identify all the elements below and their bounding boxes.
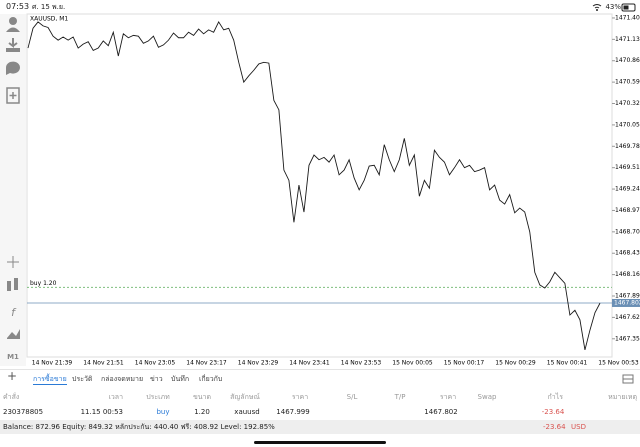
- x-tick-label: 14 Nov 23:53: [341, 360, 382, 367]
- footer-currency: USD: [571, 423, 586, 431]
- x-tick-label: 14 Nov 23:29: [238, 360, 279, 367]
- column-header hdr: หมายเหตุ: [608, 393, 637, 401]
- x-tick-label: 14 Nov 21:51: [83, 360, 124, 367]
- layout-icon[interactable]: [622, 374, 634, 384]
- y-tick-label: 1468.970: [615, 207, 640, 214]
- price-line: [27, 20, 601, 350]
- tab[interactable]: กล่องจดหมาย: [101, 375, 144, 383]
- y-tick-label: 1470.860: [615, 57, 640, 64]
- y-tick-label: 1471.130: [615, 36, 640, 43]
- sidebar-icons: f: [5, 17, 20, 339]
- account-summary: Balance: 872.96 Equity: 849.32 หลักประกั…: [3, 423, 275, 431]
- column-header hdr: เวลา: [108, 393, 123, 401]
- tab[interactable]: เกี่ยวกับ: [199, 375, 223, 383]
- y-tick-label: 1471.400: [615, 14, 640, 21]
- bid-label: 1467.802: [614, 299, 640, 306]
- y-tick-label: 1470.050: [615, 121, 640, 128]
- column-header hdr: S/L: [346, 393, 358, 401]
- price-chart: XAUUSD, M1 1471.400 1471.130 1470.860 1470.…: [26, 13, 640, 367]
- y-tick-label: 1470.590: [615, 79, 640, 86]
- tab[interactable]: ข่าว: [150, 375, 163, 383]
- cell-symbol: xauusd: [234, 408, 260, 416]
- plot-area: [26, 13, 613, 358]
- divider: [0, 369, 640, 370]
- x-tick-label: 14 Nov 23:17: [186, 360, 227, 367]
- status-time: 07:53: [6, 2, 30, 11]
- y-tick-label: 1469.240: [615, 186, 640, 193]
- x-tick-label: 14 Nov 23:41: [289, 360, 330, 367]
- chart-symbol: XAUUSD, M1: [30, 16, 68, 23]
- cell-open-price: 1467.999: [276, 408, 310, 416]
- column-header hdr: T/P: [394, 393, 406, 401]
- tab[interactable]: การซื้อขาย: [33, 375, 67, 385]
- x-tick-label: 15 Nov 00:05: [392, 360, 433, 367]
- tab[interactable]: บันทึก: [171, 375, 190, 383]
- y-tick-label: 1469.510: [615, 164, 640, 171]
- y-tick-label: 1467.620: [615, 314, 640, 321]
- cell-type: buy: [156, 408, 170, 416]
- y-tick-label: 1469.780: [615, 143, 640, 150]
- svg-text:f: f: [11, 306, 17, 319]
- bid-tag: [612, 298, 640, 307]
- x-tick-label: 15 Nov 00:17: [444, 360, 485, 367]
- footer-bar: [0, 420, 640, 434]
- column-header hdr: ราคา: [439, 393, 457, 401]
- cell-order[interactable]: 230378805: [3, 408, 44, 416]
- column-header hdr: คำสั่ง: [3, 393, 20, 401]
- column-header hdr: กำไร: [547, 393, 563, 401]
- battery-level: 43%: [605, 3, 621, 11]
- y-tick-label: 1468.160: [615, 271, 640, 278]
- column-header hdr: Swap: [477, 393, 497, 401]
- status-date: ศ. 15 พ.ย.: [32, 3, 66, 11]
- x-tick-label: 15 Nov 00:41: [547, 360, 588, 367]
- x-tick-label: 14 Nov 23:05: [135, 360, 176, 367]
- x-tick-label: 14 Nov 21:39: [32, 360, 73, 367]
- column-header hdr: ราคา: [291, 393, 309, 401]
- order-label: buy 1.20: [30, 280, 57, 287]
- footer-profit: -23.64: [543, 423, 566, 431]
- y-tick-label: 1468.700: [615, 228, 640, 235]
- y-tick-label: 1470.320: [615, 100, 640, 107]
- y-tick-label: 1468.430: [615, 250, 640, 257]
- timeframe[interactable]: M1: [7, 353, 19, 361]
- cell-time: 11.15 00:53: [80, 408, 123, 416]
- status-icons: [592, 3, 636, 12]
- cell-volume: 1.20: [194, 408, 210, 416]
- tab[interactable]: ประวัติ: [72, 375, 93, 383]
- cell-price: 1467.802: [424, 408, 458, 416]
- column-header hdr: ประเภท: [146, 393, 170, 401]
- y-tick-label: 1467.890: [615, 293, 640, 300]
- cell-profit: -23.64: [541, 408, 565, 416]
- x-tick-label: 15 Nov 00:53: [598, 360, 639, 367]
- column-header hdr: สัญลักษณ์: [230, 393, 260, 401]
- x-tick-label: 15 Nov 00:29: [495, 360, 536, 367]
- add-button[interactable]: +: [7, 369, 18, 383]
- home-indicator: [254, 441, 386, 444]
- y-tick-label: 1467.350: [615, 335, 640, 342]
- icon-group[interactable]: f: [5, 17, 20, 339]
- column-header hdr: ขนาด: [192, 393, 212, 401]
